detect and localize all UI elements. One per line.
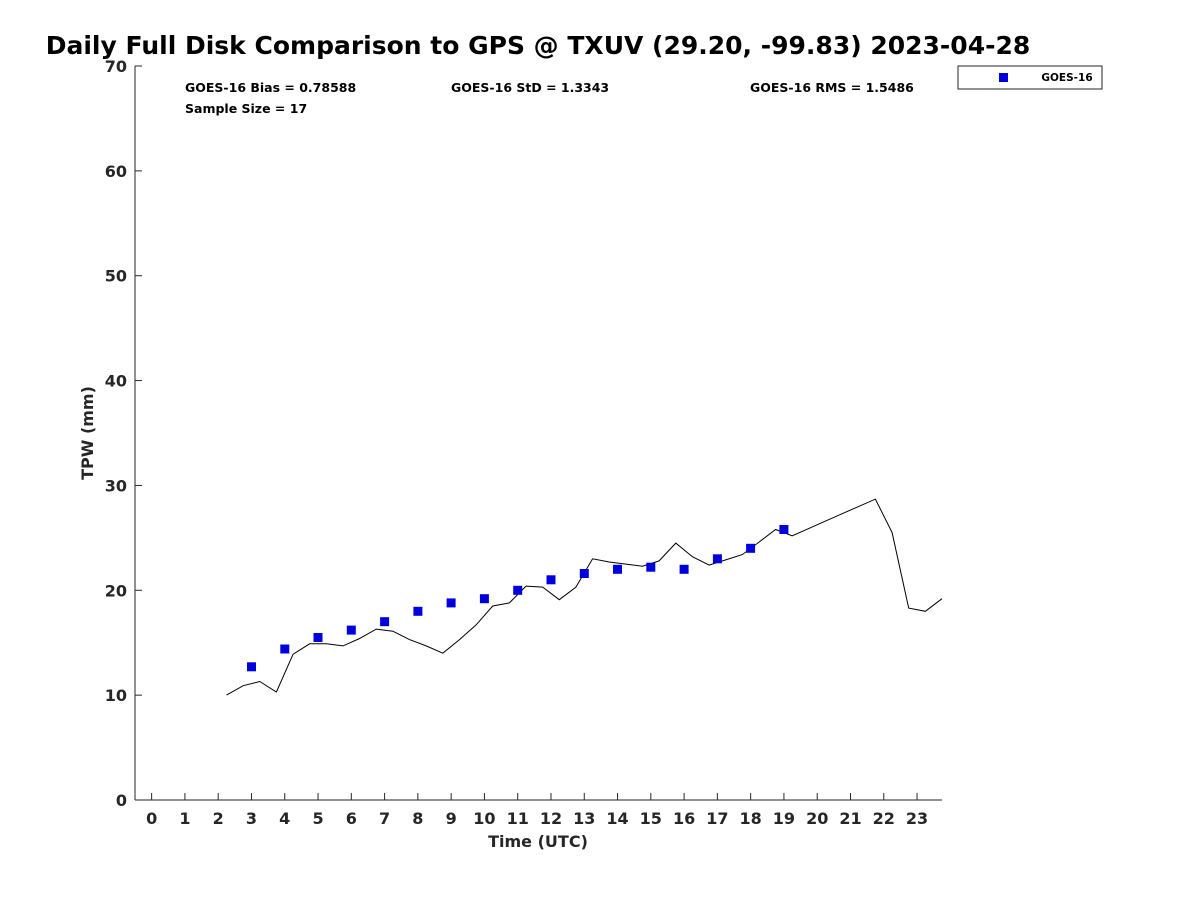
x-tick-label: 11 xyxy=(507,809,529,828)
goes16-point xyxy=(779,525,789,534)
x-tick-label: 14 xyxy=(606,809,628,828)
x-tick-label: 3 xyxy=(246,809,257,828)
goes16-point xyxy=(280,644,290,654)
y-tick-label: 10 xyxy=(105,686,127,705)
goes16-point xyxy=(479,594,489,604)
y-axis-label: TPW (mm) xyxy=(78,386,97,480)
goes16-point xyxy=(613,564,622,574)
x-tick-label: 4 xyxy=(279,809,290,828)
y-tick-label: 30 xyxy=(105,476,127,495)
goes16-point xyxy=(746,543,756,553)
x-tick-label: 12 xyxy=(540,809,562,828)
std-stat: GOES-16 StD = 1.3343 xyxy=(451,80,609,95)
y-tick-label: 60 xyxy=(105,162,127,181)
goes16-point xyxy=(446,598,456,608)
x-tick-label: 7 xyxy=(379,809,390,828)
goes16-point xyxy=(313,633,323,642)
x-tick-label: 2 xyxy=(213,809,224,828)
y-tick-label: 40 xyxy=(105,372,127,391)
legend-label-goes16: GOES-16 xyxy=(1041,72,1092,84)
chart-title: Daily Full Disk Comparison to GPS @ TXUV… xyxy=(46,31,1031,60)
goes16-point xyxy=(579,569,589,578)
rms-stat: GOES-16 RMS = 1.5486 xyxy=(750,80,914,95)
x-tick-label: 21 xyxy=(839,809,861,828)
legend-marker-goes16 xyxy=(999,73,1008,82)
goes16-point xyxy=(679,564,689,574)
x-axis-label: Time (UTC) xyxy=(488,832,588,851)
y-ticks: 0 10 20 30 40 50 60 70 xyxy=(105,57,142,810)
goes16-point xyxy=(513,585,523,595)
y-tick-label: 50 xyxy=(105,267,127,286)
bias-stat: GOES-16 Bias = 0.78588 xyxy=(185,80,356,95)
x-tick-label: 1 xyxy=(179,809,190,828)
goes16-point xyxy=(380,617,390,627)
x-ticks: 0 1 2 3 4 5 6 7 8 9 10 11 12 13 14 15 16 17 18 19 20 21 22 23 xyxy=(146,793,928,828)
x-tick-label: 0 xyxy=(146,809,157,828)
axes xyxy=(134,66,942,801)
x-tick-label: 10 xyxy=(473,809,495,828)
x-tick-label: 13 xyxy=(573,809,595,828)
x-tick-label: 5 xyxy=(312,809,323,828)
x-tick-label: 23 xyxy=(906,809,928,828)
x-tick-label: 19 xyxy=(773,809,795,828)
x-tick-label: 6 xyxy=(346,809,357,828)
goes16-point xyxy=(646,562,656,572)
goes16-point xyxy=(346,625,356,635)
x-tick-label: 16 xyxy=(673,809,695,828)
goes16-point xyxy=(546,575,556,585)
x-tick-label: 22 xyxy=(873,809,895,828)
y-tick-label: 0 xyxy=(116,791,127,810)
x-tick-label: 17 xyxy=(706,809,728,828)
goes16-point xyxy=(413,606,423,616)
x-tick-label: 15 xyxy=(640,809,662,828)
goes16-point xyxy=(712,554,722,564)
x-tick-label: 8 xyxy=(412,809,423,828)
x-tick-label: 20 xyxy=(806,809,828,828)
y-tick-label: 20 xyxy=(105,581,127,600)
y-tick-label: 70 xyxy=(105,57,127,76)
sample-size-stat: Sample Size = 17 xyxy=(185,101,307,116)
series-layer xyxy=(226,498,943,696)
x-tick-label: 9 xyxy=(446,809,457,828)
legend-box xyxy=(957,65,1103,90)
goes16-point xyxy=(247,662,256,672)
x-tick-label: 18 xyxy=(740,809,762,828)
legend: GOES-16 xyxy=(957,65,1103,90)
